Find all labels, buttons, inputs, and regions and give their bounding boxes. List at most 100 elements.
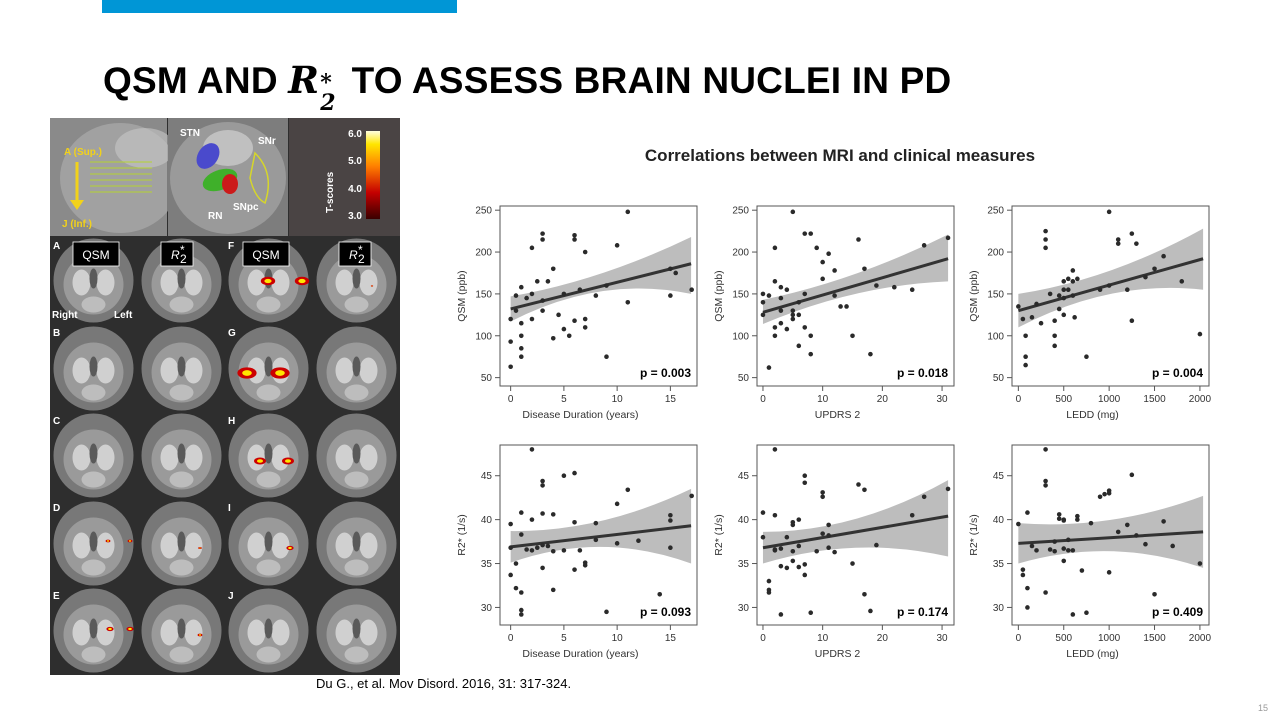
- data-point: [862, 266, 867, 272]
- data-point: [518, 354, 524, 359]
- data-point: [766, 293, 772, 298]
- data-point: [796, 517, 802, 522]
- colorbar-tick: 5.0: [348, 156, 362, 167]
- data-point: [1161, 519, 1166, 524]
- data-point: [1052, 539, 1057, 544]
- data-point: [874, 542, 879, 548]
- data-point: [1023, 333, 1028, 339]
- data-point: [790, 312, 796, 318]
- label-snpc: SNpc: [233, 202, 259, 213]
- data-point: [513, 293, 519, 298]
- data-point: [529, 245, 535, 251]
- data-point: [802, 291, 808, 297]
- data-point: [778, 308, 784, 313]
- y-axis-label: R2* (1/s): [713, 514, 725, 555]
- x-tick-label: 0: [1016, 633, 1022, 644]
- data-point: [1065, 537, 1071, 543]
- svg-text:2: 2: [180, 252, 187, 266]
- data-point: [673, 270, 679, 276]
- data-point: [550, 266, 556, 272]
- x-tick-label: 15: [665, 394, 677, 405]
- data-point: [1061, 558, 1067, 564]
- data-point: [657, 591, 663, 597]
- data-point: [582, 249, 588, 255]
- data-point: [550, 587, 556, 593]
- data-point: [796, 543, 802, 549]
- data-point: [1197, 331, 1203, 337]
- data-point: [529, 291, 535, 297]
- data-point: [1043, 590, 1048, 595]
- data-point: [856, 237, 861, 242]
- x-axis-label: UPDRS 2: [815, 409, 861, 421]
- data-point: [808, 610, 814, 616]
- x-tick-label: 500: [1055, 394, 1072, 405]
- data-point: [796, 299, 802, 305]
- data-point: [945, 235, 951, 241]
- y-tick-label: 40: [481, 515, 493, 526]
- data-point: [778, 563, 784, 569]
- data-point: [766, 578, 772, 584]
- y-tick-label: 35: [481, 559, 493, 570]
- data-point: [784, 287, 790, 293]
- title-r2-sub: 2: [320, 90, 336, 116]
- data-point: [1143, 274, 1148, 280]
- svg-text:R: R: [171, 248, 180, 262]
- x-tick-label: 1500: [1143, 633, 1166, 644]
- data-point: [550, 548, 556, 554]
- data-point: [572, 470, 577, 476]
- data-point: [1075, 513, 1080, 519]
- data-point: [1043, 228, 1048, 234]
- y-tick-label: 45: [993, 471, 1005, 482]
- data-point: [784, 565, 790, 571]
- y-tick-label: 35: [738, 559, 750, 570]
- data-point: [1052, 548, 1057, 554]
- column-tag-r2-2: [338, 241, 372, 267]
- data-point: [625, 299, 631, 305]
- data-point: [784, 326, 790, 332]
- data-point: [909, 287, 915, 293]
- data-point: [832, 293, 837, 298]
- data-point: [1106, 570, 1112, 575]
- data-point: [689, 493, 694, 499]
- label-snr: SNr: [258, 136, 276, 147]
- data-point: [593, 520, 599, 526]
- confidence-band: [762, 234, 949, 325]
- data-point: [561, 548, 567, 553]
- data-point: [1016, 304, 1021, 309]
- colorbar-tick: 4.0: [348, 184, 362, 195]
- data-point: [1065, 276, 1071, 282]
- regression-line: [510, 524, 692, 549]
- data-point: [820, 259, 825, 265]
- data-point: [508, 364, 513, 370]
- data-point: [802, 562, 808, 567]
- confidence-band: [1018, 495, 1204, 568]
- data-point: [545, 543, 551, 549]
- data-point: [945, 486, 951, 492]
- data-point: [832, 268, 837, 273]
- data-point: [790, 308, 796, 313]
- data-point: [856, 482, 861, 487]
- data-point: [1084, 610, 1089, 616]
- data-point: [1129, 231, 1135, 236]
- y-tick-label: 45: [738, 471, 750, 482]
- data-point: [529, 548, 535, 553]
- data-point: [1161, 253, 1166, 259]
- data-point: [550, 512, 556, 517]
- data-point: [868, 608, 873, 614]
- x-tick-label: 15: [665, 633, 677, 644]
- y-tick-label: 250: [732, 206, 749, 217]
- data-point: [862, 487, 867, 493]
- data-point: [1056, 516, 1062, 522]
- data-point: [518, 607, 524, 613]
- data-point: [604, 283, 609, 288]
- data-point: [874, 283, 879, 288]
- data-point: [778, 320, 784, 326]
- data-point: [625, 209, 631, 215]
- row-letter: B: [53, 328, 60, 339]
- x-tick-label: 1000: [1098, 633, 1121, 644]
- y-tick-label: 50: [738, 373, 750, 384]
- data-point: [1129, 472, 1135, 478]
- data-point: [796, 343, 802, 349]
- data-point: [826, 522, 831, 528]
- data-point: [790, 209, 796, 215]
